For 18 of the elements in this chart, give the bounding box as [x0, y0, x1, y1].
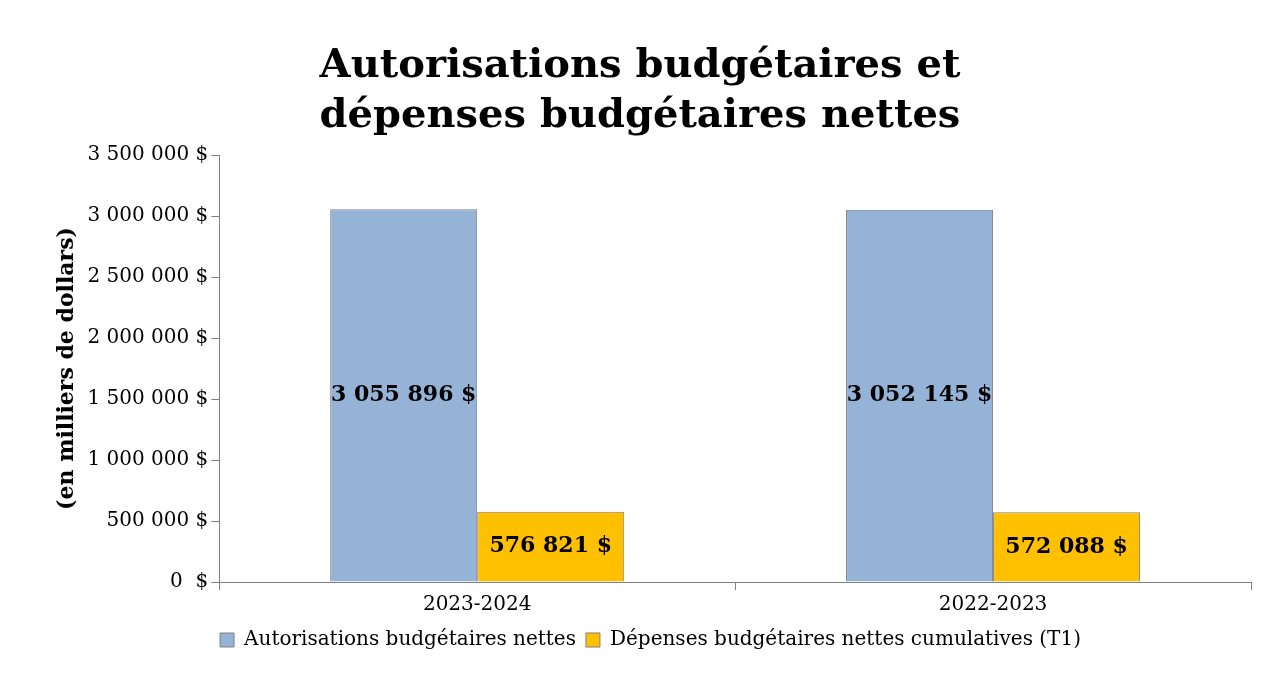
data-label: 572 088 $	[1005, 531, 1128, 558]
y-tick-label: 2 500 000 $	[87, 263, 209, 288]
y-tick-label: 2 000 000 $	[87, 324, 209, 349]
chart-title: Autorisations budgétaires et dépenses budgétaires nettes	[318, 38, 962, 138]
data-label: 576 821 $	[489, 531, 612, 558]
x-tick-label: 2022-2023	[938, 591, 1048, 616]
x-tick-label: 2023-2024	[422, 591, 532, 616]
y-axis-title: (en milliers de dollars)	[51, 227, 78, 510]
data-label: 3 052 145 $	[846, 380, 993, 407]
y-tick-label: 3 000 000 $	[87, 202, 209, 227]
legend-label: Dépenses budgétaires nettes cumulatives (T1)	[609, 626, 1081, 651]
y-tick-label: 0 $	[170, 568, 209, 593]
y-tick-label: 500 000 $	[106, 507, 209, 532]
y-tick-label: 3 500 000 $	[87, 141, 209, 166]
data-label: 3 055 896 $	[330, 380, 477, 407]
legend-label: Autorisations budgétaires nettes	[243, 626, 576, 651]
y-tick-label: 1 000 000 $	[87, 446, 209, 471]
y-tick-label: 1 500 000 $	[87, 385, 209, 410]
